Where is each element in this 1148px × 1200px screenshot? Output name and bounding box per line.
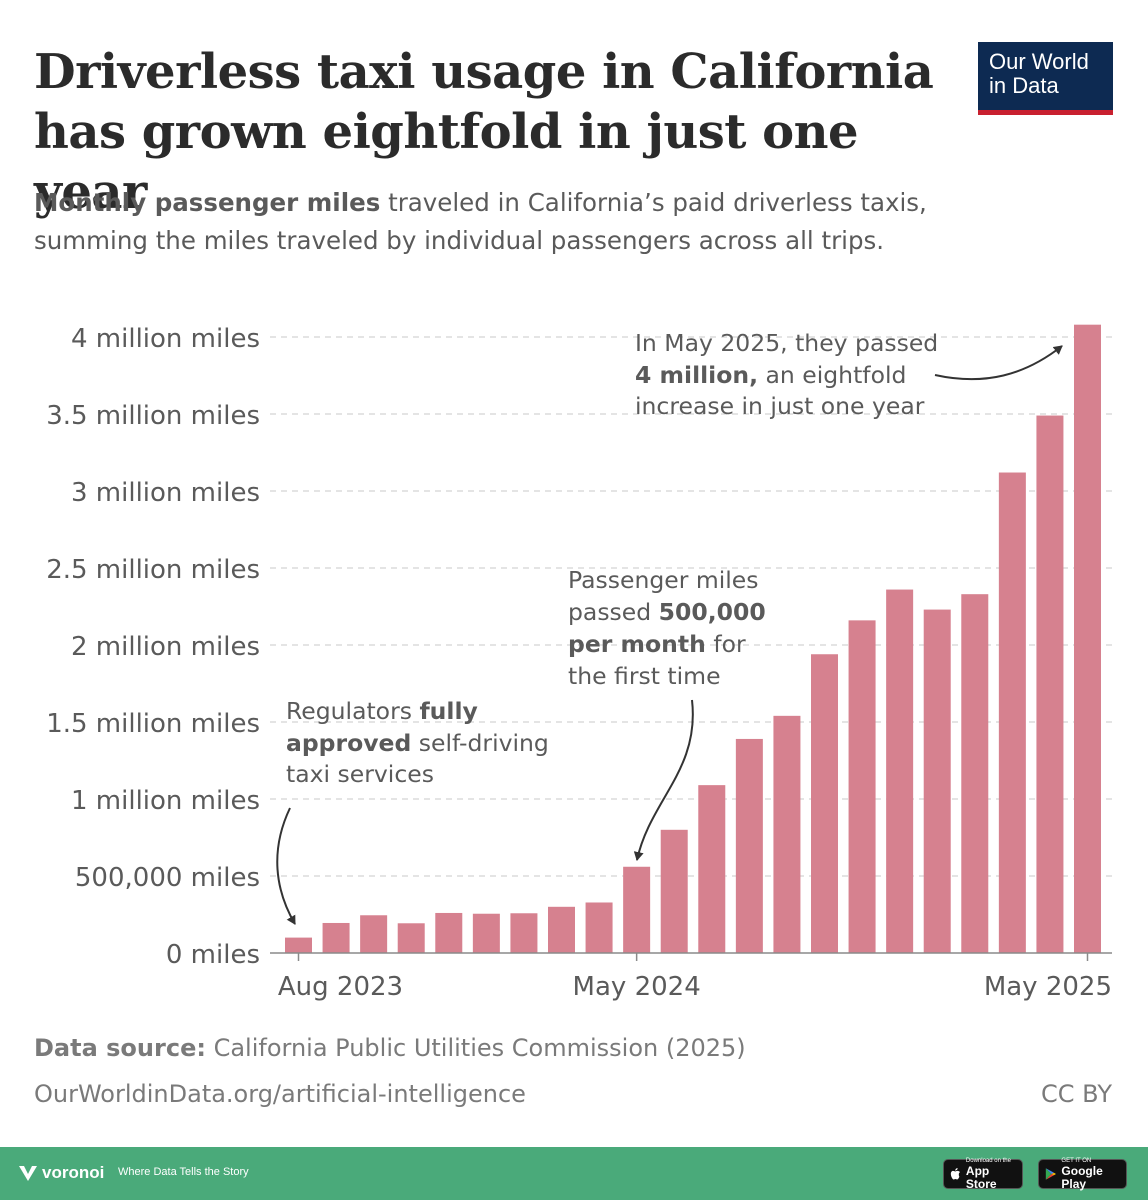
bar[interactable]	[548, 906, 575, 953]
subtitle-line-2: summing the miles traveled by individual…	[34, 226, 885, 255]
bars	[285, 324, 1101, 953]
annotation-500k-line-3: per month for	[568, 630, 746, 658]
annotation-500k-line-4: the first time	[568, 662, 721, 690]
owid-logo[interactable]: Our World in Data	[978, 42, 1113, 115]
annotation-4m-line-3: increase in just one year	[635, 392, 925, 420]
bar[interactable]	[585, 902, 613, 953]
bar[interactable]	[698, 785, 726, 953]
title-line-2: has grown eightfold in just one year	[34, 104, 859, 220]
bar[interactable]	[623, 866, 651, 953]
y-tick-label: 4 million miles	[71, 324, 260, 354]
bar[interactable]	[660, 829, 688, 953]
x-tick-label: May 2025	[984, 972, 1112, 1002]
source-label: Data source:	[34, 1034, 206, 1062]
chart-subtitle: Monthly passenger miles traveled in Cali…	[34, 184, 1114, 260]
google-play-small: GET IT ON	[1061, 1157, 1092, 1164]
logo-line-1: Our World	[989, 49, 1089, 74]
annotation-regulators-line-3: taxi services	[286, 760, 434, 788]
logo-line-2: in Data	[989, 73, 1059, 98]
bar[interactable]	[773, 715, 801, 953]
y-tick-label: 3.5 million miles	[46, 401, 260, 431]
y-tick-label: 3 million miles	[71, 478, 260, 508]
gridlines	[270, 336, 1112, 877]
bar-chart: 0 miles 500,000 miles 1 million miles 1.5 m…	[46, 324, 1112, 1002]
annotation-4m-line-2: 4 million, an eightfold	[635, 361, 906, 389]
bar[interactable]	[435, 912, 463, 953]
annotation-regulators-line-2: approved self-driving	[286, 729, 549, 757]
annotation-500k-line-2: passed 500,000	[568, 598, 766, 626]
voronoi-logo-icon	[19, 1166, 37, 1181]
bar[interactable]	[1074, 324, 1101, 953]
bar[interactable]	[735, 738, 763, 953]
y-tick-label: 1 million miles	[71, 786, 260, 816]
annotation-regulators-arrow	[276, 807, 296, 925]
bar[interactable]	[998, 472, 1026, 953]
google-play-large: Google Play	[1061, 1163, 1103, 1191]
y-tick-label: 0 miles	[166, 940, 260, 970]
app-store-button[interactable]: Download on the App Store	[943, 1157, 1023, 1191]
subtitle-rest: traveled in California’s paid driverless…	[388, 188, 927, 217]
x-tick-label: Aug 2023	[278, 972, 403, 1002]
footer-bar: voronoi Where Data Tells the Story Downl…	[0, 1147, 1148, 1200]
bar[interactable]	[472, 913, 500, 953]
apple-icon	[950, 1167, 961, 1180]
google-play-icon	[1045, 1168, 1057, 1180]
app-store-large: App Store	[965, 1163, 997, 1191]
bar[interactable]	[322, 922, 350, 953]
axes: 0 miles 500,000 miles 1 million miles 1.5 m…	[46, 324, 1112, 1002]
title-line-1: Driverless taxi usage in California	[34, 44, 934, 100]
annotation-regulators-line-1: Regulators fully	[286, 697, 478, 725]
subtitle-bold: Monthly passenger miles	[34, 188, 381, 217]
annotation-500k-line-1: Passenger miles	[568, 566, 759, 594]
bar[interactable]	[510, 913, 538, 953]
data-source: Data source: California Public Utilities…	[34, 1034, 746, 1062]
annotation-500k-arrow	[633, 699, 694, 861]
source-text: California Public Utilities Commission (…	[213, 1034, 746, 1062]
bar[interactable]	[923, 609, 951, 953]
annotation-4m-line-1: In May 2025, they passed	[635, 329, 938, 357]
x-tick-label: May 2024	[573, 972, 701, 1002]
bar[interactable]	[961, 594, 989, 953]
app-store-small: Download on the	[965, 1157, 1011, 1164]
brand-name: voronoi	[42, 1163, 105, 1182]
bar[interactable]	[886, 589, 914, 953]
bar[interactable]	[811, 654, 838, 953]
license[interactable]: CC BY	[1041, 1080, 1112, 1108]
bar[interactable]	[360, 915, 388, 953]
voronoi-brand[interactable]: voronoi	[18, 1162, 104, 1184]
bar[interactable]	[285, 937, 312, 953]
google-play-button[interactable]: GET IT ON Google Play	[1038, 1157, 1127, 1191]
footer-tagline: Where Data Tells the Story	[118, 1166, 249, 1178]
y-tick-label: 2.5 million miles	[46, 555, 260, 585]
annotation-4m-arrow	[934, 345, 1063, 381]
bar[interactable]	[848, 620, 876, 953]
bar[interactable]	[397, 923, 425, 953]
y-tick-label: 500,000 miles	[75, 863, 260, 893]
chart-title: Driverless taxi usage in California has …	[34, 42, 934, 222]
bar[interactable]	[1036, 415, 1064, 953]
y-tick-label: 1.5 million miles	[46, 709, 260, 739]
y-tick-label: 2 million miles	[71, 632, 260, 662]
source-url[interactable]: OurWorldinData.org/artificial-intelligen…	[34, 1080, 526, 1108]
